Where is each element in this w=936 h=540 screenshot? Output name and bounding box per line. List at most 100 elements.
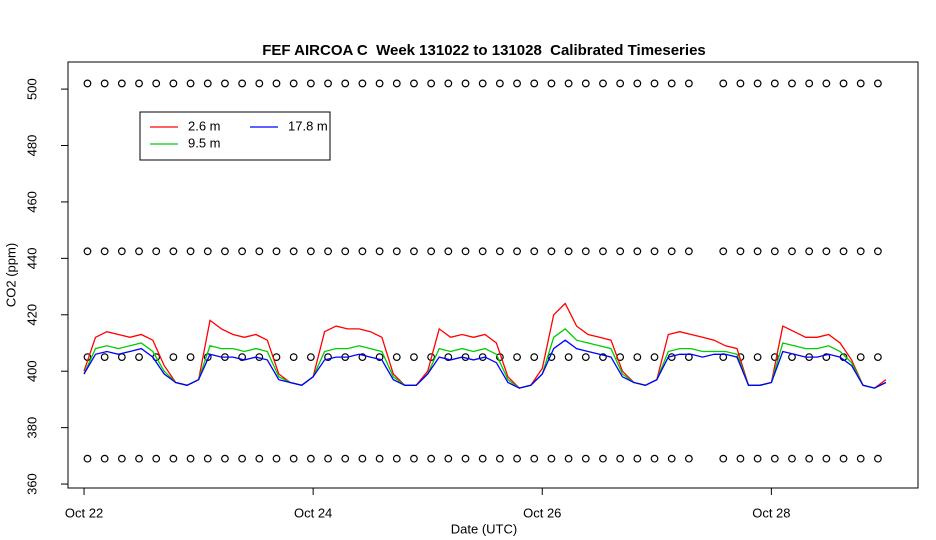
calibration-point [169, 353, 178, 361]
calibration-point [306, 454, 315, 463]
calibration-point [221, 454, 229, 463]
x-tick-label: Oct 28 [752, 505, 790, 520]
y-tick-label: 440 [24, 248, 39, 270]
calibration-point [856, 353, 865, 361]
calibration-point [427, 454, 436, 463]
calibration-point [719, 454, 728, 463]
y-tick-label: 420 [24, 304, 39, 326]
calibration-point [650, 79, 659, 88]
legend-label: 17.8 m [288, 118, 328, 133]
calibration-point [375, 79, 384, 88]
calibration-point [392, 353, 401, 361]
y-tick-label: 500 [24, 78, 39, 100]
calibration-point [117, 353, 126, 361]
calibration-point [461, 454, 470, 463]
calibration-point [736, 454, 745, 463]
calibration-point [753, 79, 762, 88]
calibration-point [152, 454, 161, 463]
calibration-point [410, 247, 418, 256]
calibration-point [805, 79, 814, 88]
calibration-point [358, 79, 367, 88]
calibration-point [547, 454, 556, 463]
calibration-point [547, 247, 556, 256]
calibration-point [667, 79, 676, 88]
calibration-point [856, 79, 865, 88]
calibration-point [633, 79, 642, 88]
calibration-point [272, 454, 281, 463]
calibration-point [392, 247, 401, 256]
calibration-point [684, 79, 693, 88]
calibration-point [135, 454, 143, 463]
calibration-point [719, 79, 728, 88]
calibration-point [83, 247, 92, 256]
calibration-point [650, 454, 659, 463]
calibration-point [822, 454, 831, 463]
calibration-point [736, 247, 745, 256]
calibration-point [358, 247, 367, 256]
calibration-point [100, 247, 109, 256]
calibration-point [358, 454, 367, 463]
plot-frame [67, 61, 919, 489]
calibration-point [255, 79, 264, 88]
calibration-point [306, 247, 315, 256]
calibration-point [874, 454, 882, 463]
y-tick-label: 460 [24, 191, 39, 213]
calibration-point [650, 353, 659, 361]
calibration-point [770, 247, 779, 256]
x-tick-label: Oct 24 [294, 505, 332, 520]
calibration-point [822, 79, 831, 88]
calibration-point [839, 79, 848, 88]
calibration-point [135, 79, 143, 88]
calibration-point [581, 353, 590, 361]
calibration-point [221, 247, 229, 256]
calibration-point [633, 353, 642, 361]
series-line [83, 302, 887, 389]
calibration-point [255, 454, 264, 463]
calibration-point [186, 454, 195, 463]
y-tick-label: 360 [24, 473, 39, 495]
calibration-point [599, 353, 607, 361]
calibration-point [822, 247, 831, 256]
calibration-point [770, 79, 779, 88]
calibration-point [427, 247, 436, 256]
x-axis-label: Date (UTC) [451, 521, 517, 536]
calibration-point [461, 247, 470, 256]
calibration-point [513, 353, 521, 361]
calibration-point [788, 247, 796, 256]
calibration-point [581, 247, 590, 256]
legend-box [139, 111, 331, 161]
calibration-point [324, 247, 332, 256]
calibration-point [272, 247, 281, 256]
calibration-point [788, 454, 796, 463]
calibration-point [341, 247, 350, 256]
calibration-point [152, 247, 161, 256]
calibration-point [272, 79, 281, 88]
calibration-point [324, 79, 332, 88]
calibration-point [684, 454, 693, 463]
calibration-point [564, 247, 573, 256]
calibration-point [805, 247, 814, 256]
calibration-point [410, 353, 418, 361]
calibration-point [805, 454, 814, 463]
y-axis-label: CO2 (ppm) [3, 243, 18, 307]
calibration-point [289, 247, 298, 256]
y-tick-label: 480 [24, 135, 39, 157]
calibration-point [513, 247, 521, 256]
calibration-point [513, 79, 521, 88]
calibration-point [599, 454, 607, 463]
calibration-point [238, 247, 247, 256]
calibration-point [667, 454, 676, 463]
x-tick-label: Oct 22 [65, 505, 103, 520]
calibration-point [564, 454, 573, 463]
calibration-point [169, 454, 178, 463]
calibration-point [495, 247, 504, 256]
calibration-point [874, 247, 882, 256]
calibration-point [856, 454, 865, 463]
calibration-point [392, 454, 401, 463]
calibration-point [530, 454, 539, 463]
calibration-point [444, 353, 453, 361]
chart-title: FEF AIRCOA C Week 131022 to 131028 Calib… [262, 42, 706, 59]
calibration-point [341, 454, 350, 463]
series-line [83, 339, 887, 389]
